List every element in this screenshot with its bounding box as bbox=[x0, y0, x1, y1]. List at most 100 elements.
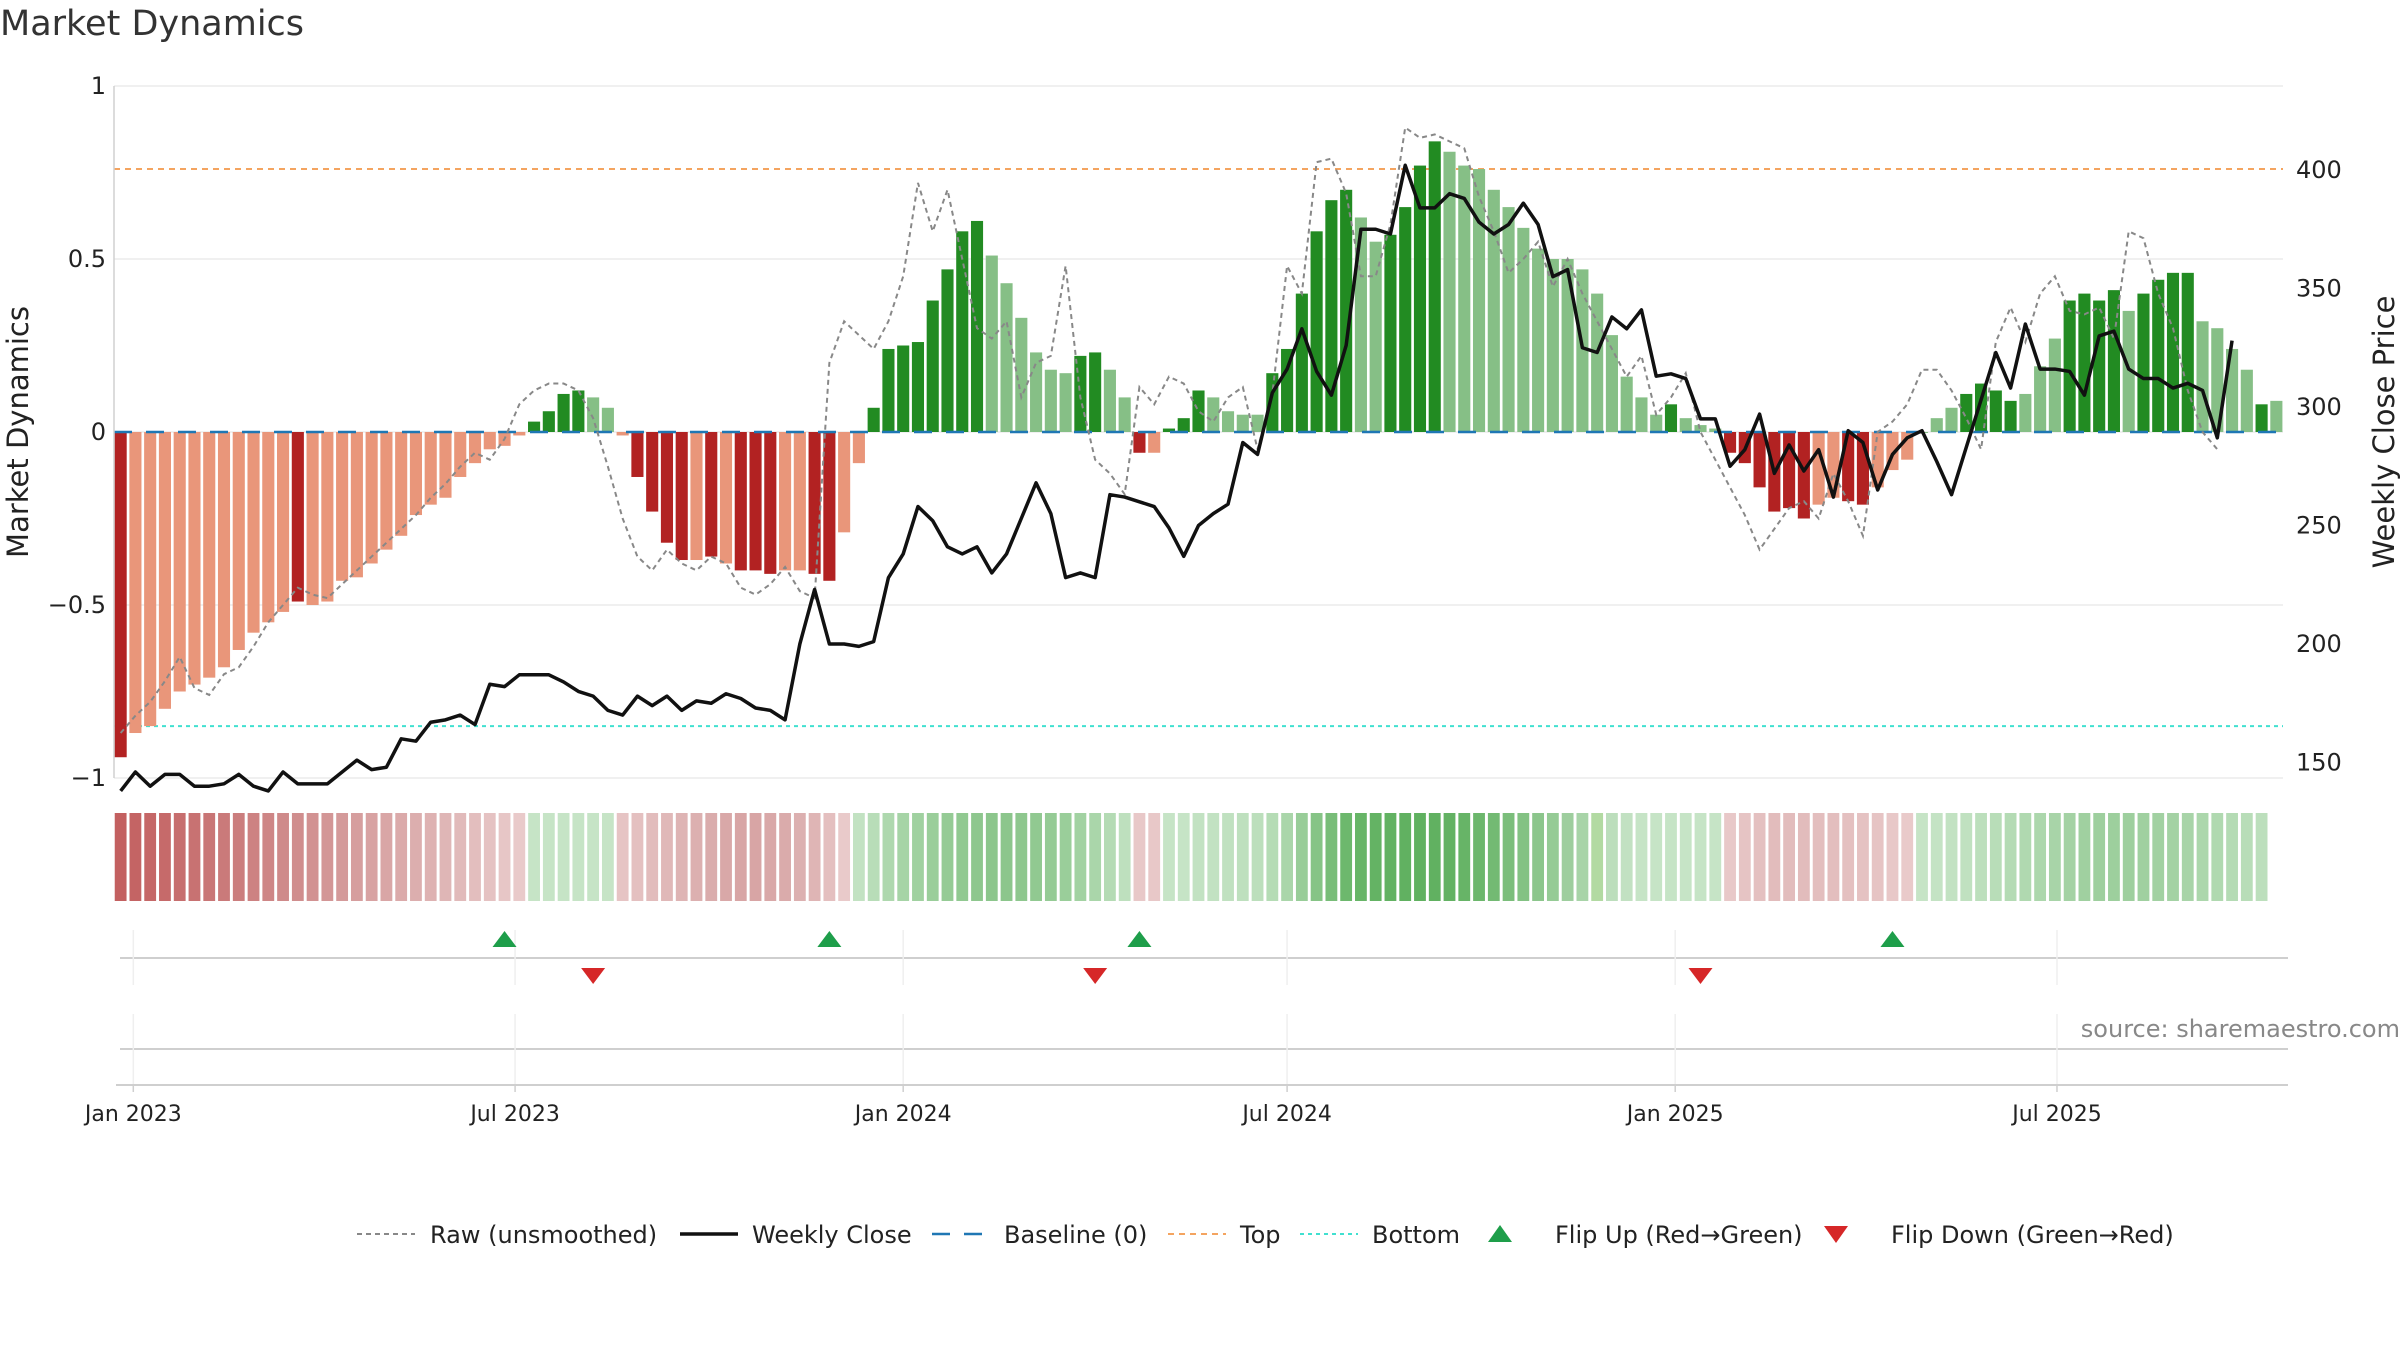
momentum-bar bbox=[616, 432, 629, 436]
momentum-bar bbox=[2255, 404, 2268, 432]
regime-cell bbox=[528, 813, 540, 901]
legend-label: Baseline (0) bbox=[1004, 1221, 1147, 1249]
weekly-close-line bbox=[119, 163, 2234, 793]
regime-cell bbox=[1709, 813, 1722, 901]
flip-up-marker bbox=[817, 931, 842, 947]
flip-up-marker bbox=[1880, 931, 1905, 947]
regime-cell bbox=[1163, 813, 1175, 901]
momentum-bar bbox=[2048, 338, 2061, 432]
momentum-bar bbox=[1709, 428, 1722, 432]
momentum-bar bbox=[749, 432, 762, 571]
momentum-bar bbox=[660, 432, 674, 543]
left-tick-label: 1 bbox=[91, 72, 106, 100]
momentum-bar bbox=[897, 345, 910, 432]
left-tick-label: 0.5 bbox=[68, 245, 106, 273]
regime-cell bbox=[1177, 813, 1190, 901]
momentum-bar bbox=[528, 421, 541, 432]
momentum-bar bbox=[1089, 352, 1102, 432]
momentum-bar bbox=[321, 432, 334, 602]
regime-cell bbox=[734, 813, 747, 901]
regime-cell bbox=[867, 813, 880, 901]
momentum-bar bbox=[1384, 234, 1397, 432]
momentum-bar bbox=[2093, 300, 2106, 432]
regime-cell bbox=[971, 813, 983, 901]
momentum-bar bbox=[2152, 279, 2165, 432]
flip-down-marker bbox=[581, 968, 606, 984]
regime-cell bbox=[2078, 813, 2091, 901]
regime-cell bbox=[2181, 813, 2194, 901]
regime-cell bbox=[1606, 813, 1618, 901]
momentum-bar bbox=[793, 432, 806, 571]
x-tick-label: Jan 2025 bbox=[1625, 1102, 1724, 1127]
left-axis-title: Market Dynamics bbox=[1, 306, 35, 558]
regime-cell bbox=[1650, 813, 1663, 901]
regime-cell bbox=[675, 813, 688, 901]
regime-cell bbox=[2048, 813, 2061, 901]
momentum-bar bbox=[911, 342, 925, 432]
regime-cell bbox=[912, 813, 924, 901]
regime-cell bbox=[985, 813, 998, 901]
regime-cell bbox=[1576, 813, 1589, 901]
regime-cell bbox=[2034, 813, 2047, 901]
right-tick-label: 400 bbox=[2296, 156, 2342, 184]
momentum-bar bbox=[1458, 165, 1471, 432]
momentum-bar bbox=[1443, 151, 1456, 433]
right-axis-title: Weekly Close Price bbox=[2367, 296, 2400, 569]
regime-cell bbox=[2211, 813, 2224, 901]
regime-cell bbox=[1591, 813, 1604, 901]
momentum-bar bbox=[2078, 293, 2091, 432]
regime-cell bbox=[1428, 813, 1441, 901]
momentum-bar bbox=[1207, 397, 1220, 432]
regime-cell bbox=[1251, 813, 1264, 901]
momentum-bar bbox=[1399, 207, 1412, 432]
regime-cell bbox=[1989, 813, 2002, 901]
regime-cell bbox=[350, 813, 363, 901]
regime-cell bbox=[2019, 813, 2032, 901]
right-tick-label: 250 bbox=[2296, 512, 2342, 540]
regime-cell bbox=[1118, 813, 1131, 901]
momentum-bar bbox=[1325, 200, 1338, 432]
regime-cell bbox=[306, 813, 319, 901]
momentum-bar bbox=[1650, 414, 1663, 432]
regime-cell bbox=[1679, 813, 1692, 901]
right-tick-label: 150 bbox=[2296, 749, 2342, 777]
momentum-bar bbox=[1369, 241, 1382, 432]
regime-cell bbox=[395, 813, 408, 901]
regime-cell bbox=[1857, 813, 1869, 901]
legend-flip-up-icon bbox=[1488, 1225, 1512, 1242]
momentum-bar bbox=[808, 432, 821, 574]
regime-cell bbox=[291, 813, 304, 901]
flip-down-marker bbox=[1083, 968, 1108, 984]
regime-cell bbox=[1207, 813, 1220, 901]
regime-cell bbox=[454, 813, 467, 901]
regime-cell bbox=[1236, 813, 1249, 901]
regime-cell bbox=[247, 813, 260, 901]
regime-cell bbox=[1266, 813, 1279, 901]
right-tick-label: 350 bbox=[2296, 275, 2342, 303]
momentum-bar bbox=[144, 432, 157, 727]
regime-cell bbox=[1842, 813, 1855, 901]
regime-cell bbox=[410, 813, 422, 901]
momentum-bar bbox=[1162, 428, 1176, 432]
momentum-bar bbox=[2240, 369, 2253, 432]
momentum-bar bbox=[468, 432, 482, 464]
regime-cell bbox=[2196, 813, 2209, 901]
regime-cell bbox=[926, 813, 939, 901]
regime-cell bbox=[1458, 813, 1471, 901]
legend-label: Bottom bbox=[1372, 1221, 1460, 1249]
momentum-bar bbox=[188, 432, 201, 685]
regime-cell bbox=[2226, 813, 2238, 901]
regime-cell bbox=[1015, 813, 1028, 901]
regime-cell bbox=[1414, 813, 1426, 901]
momentum-bar bbox=[483, 432, 496, 450]
regime-cell bbox=[808, 813, 821, 901]
regime-cell bbox=[823, 813, 836, 901]
momentum-bar bbox=[173, 432, 186, 692]
regime-cell bbox=[2167, 813, 2179, 901]
legend-label: Top bbox=[1239, 1221, 1281, 1249]
regime-cell bbox=[793, 813, 806, 901]
flip-up-marker bbox=[492, 931, 517, 947]
momentum-bar bbox=[1576, 269, 1589, 432]
momentum-bar bbox=[1723, 432, 1737, 453]
